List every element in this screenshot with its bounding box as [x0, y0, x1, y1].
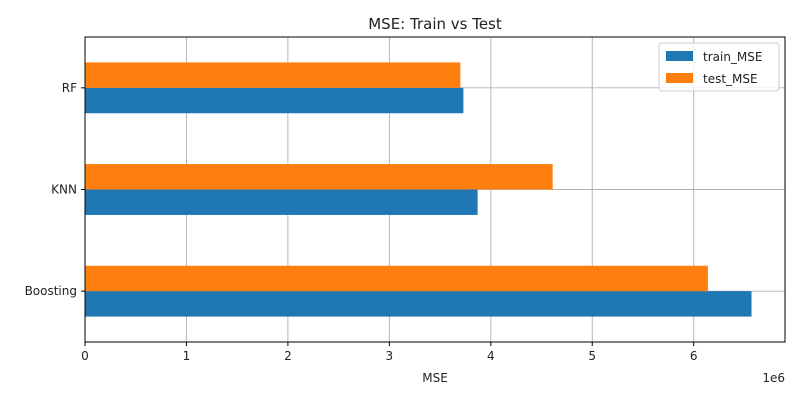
legend-swatch-test_MSE [666, 73, 693, 83]
x-tick-label: 3 [386, 349, 394, 363]
x-tick-label: 0 [81, 349, 89, 363]
bar-train_MSE-Boosting [85, 291, 752, 317]
y-tick-label: KNN [51, 183, 77, 197]
legend: train_MSE test_MSE [658, 42, 780, 92]
bar-train_MSE-KNN [85, 189, 478, 215]
x-axis: 0 1 2 3 4 5 6 [81, 342, 698, 363]
x-tick-label: 6 [690, 349, 698, 363]
y-tick-label: RF [62, 81, 77, 95]
legend-label-test_MSE: test_MSE [703, 72, 758, 86]
x-tick-label: 4 [487, 349, 495, 363]
bar-test_MSE-Boosting [85, 265, 708, 292]
bars-layer [85, 62, 752, 317]
x-tick-label: 5 [588, 349, 596, 363]
x-axis-label: MSE [422, 371, 448, 385]
x-tick-label: 1 [183, 349, 191, 363]
x-tick-label: 2 [284, 349, 292, 363]
y-axis: Boosting KNN RF [25, 81, 85, 298]
legend-swatch-train_MSE [666, 51, 693, 61]
legend-label-train_MSE: train_MSE [703, 50, 762, 64]
y-tick-label: Boosting [25, 284, 77, 298]
bar-test_MSE-RF [85, 62, 461, 88]
bar-train_MSE-RF [85, 87, 464, 114]
chart-title: MSE: Train vs Test [368, 15, 502, 33]
x-axis-offset-label: 1e6 [762, 371, 785, 385]
bar-test_MSE-KNN [85, 164, 553, 190]
